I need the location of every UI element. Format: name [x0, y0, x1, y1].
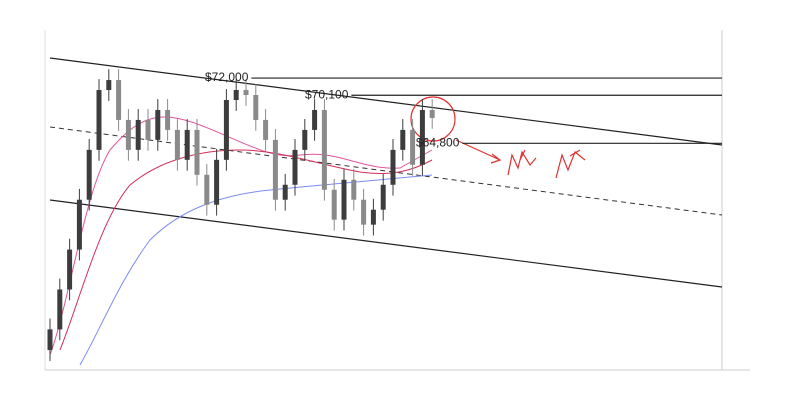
- moving-average: [49, 116, 433, 356]
- candle-body: [380, 184, 386, 210]
- candle-body: [370, 209, 376, 225]
- candle-body: [135, 119, 141, 150]
- candle-body: [204, 174, 210, 205]
- candle-body: [302, 129, 308, 150]
- candle-body: [174, 129, 180, 160]
- candle-body: [67, 249, 73, 290]
- level-label: $64,800: [416, 136, 460, 150]
- candle-body: [341, 179, 347, 220]
- candle-body: [155, 109, 161, 140]
- candle-body: [86, 149, 92, 200]
- level-label: $72,000: [205, 70, 249, 84]
- candle-body: [400, 129, 406, 150]
- candle-body: [233, 90, 239, 100]
- candle-body: [165, 109, 171, 130]
- candle-body: [214, 159, 220, 205]
- candle-body: [361, 199, 367, 225]
- trend-line: [49, 57, 723, 146]
- candle-body: [253, 95, 259, 120]
- candle-body: [106, 80, 112, 91]
- level-label: $70,100: [305, 87, 349, 101]
- candle-body: [76, 199, 82, 250]
- candle-body: [351, 179, 357, 200]
- scribble: [507, 149, 537, 176]
- candle-body: [125, 119, 131, 150]
- candle-body: [410, 129, 416, 165]
- candle-body: [47, 329, 53, 351]
- candle-body: [390, 149, 396, 185]
- candle-body: [116, 80, 122, 120]
- candle-body: [312, 109, 318, 130]
- scribble: [555, 149, 586, 179]
- marks: $72,000 $70,100 $64,800: [47, 69, 722, 361]
- candle-body: [96, 90, 102, 150]
- moving-average: [59, 149, 433, 351]
- candle-body: [145, 119, 151, 140]
- mid-line: [49, 126, 723, 216]
- candle-body: [419, 109, 425, 165]
- highlight-circle: [410, 96, 456, 142]
- candle-body: [282, 184, 288, 200]
- candle-body: [223, 99, 229, 160]
- candle-body: [243, 90, 249, 96]
- candle-body: [331, 189, 337, 220]
- candle-body: [292, 149, 298, 185]
- candle-body: [272, 139, 278, 200]
- candle-body: [184, 129, 190, 160]
- trend-line: [49, 199, 723, 288]
- candle-body: [429, 109, 435, 118]
- candle-body: [263, 119, 269, 140]
- candle-body: [194, 129, 200, 175]
- candle-body: [57, 289, 63, 330]
- candle-body: [321, 109, 327, 190]
